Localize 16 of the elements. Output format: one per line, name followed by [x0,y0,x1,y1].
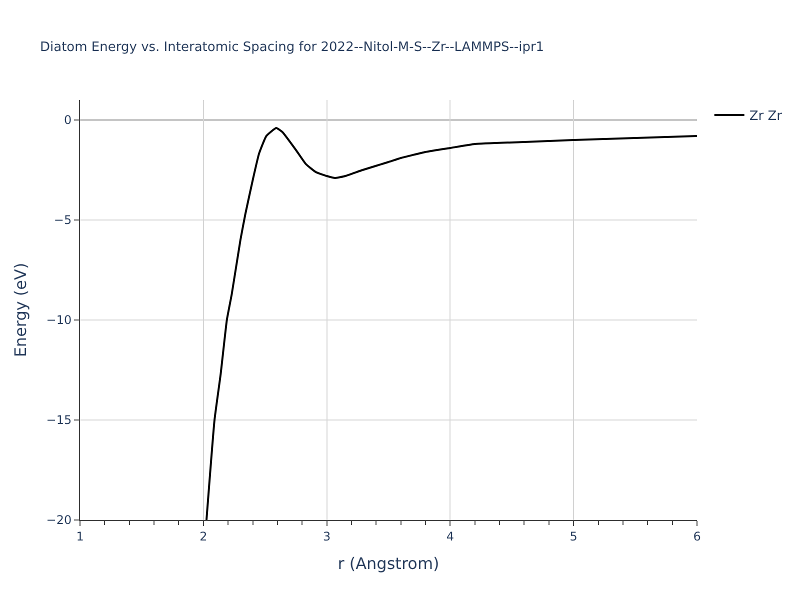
y-tick-label: −20 [46,513,72,528]
y-tick-label: −10 [46,313,72,328]
y-tick-label: −5 [54,213,72,228]
x-tick-label: 2 [200,529,208,544]
x-tick-label: 6 [693,529,701,544]
legend-label: Zr Zr [749,109,783,124]
x-tick-label: 1 [76,529,84,544]
chart-title: Diatom Energy vs. Interatomic Spacing for 2022--Nitol-M-S--Zr--LAMMPS--ipr1 [40,40,544,56]
x-tick-label: 4 [446,529,454,544]
x-axis-title: r (Angstrom) [338,554,440,574]
y-tick-label: 0 [64,113,72,128]
x-tick-label: 3 [322,529,331,544]
y-axis-title: Energy (eV) [11,262,30,358]
y-tick-label: −15 [46,413,72,428]
x-tick-label: 5 [570,529,578,544]
line-series [205,127,697,520]
